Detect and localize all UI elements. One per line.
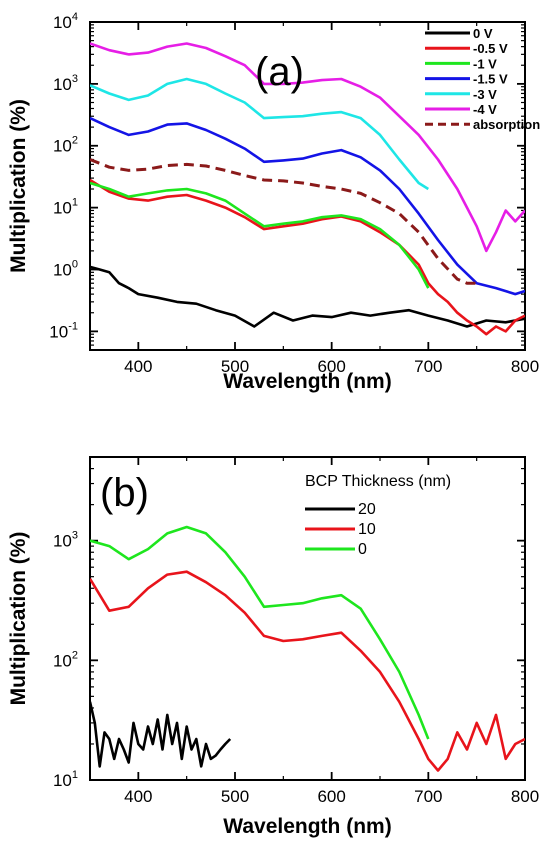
x-tick-label: 700 [414, 357, 442, 376]
x-tick-label: 800 [511, 357, 539, 376]
x-axis-label: Wavelength (nm) [223, 370, 391, 393]
x-tick-label: 700 [414, 787, 442, 806]
panel-label: (a) [255, 50, 304, 94]
panel-label: (b) [100, 471, 149, 515]
x-tick-label: 500 [221, 357, 249, 376]
legend-label-4: -3 V [473, 87, 497, 102]
y-tick-exponent: -1 [68, 320, 78, 332]
y-tick-exponent: 3 [72, 530, 78, 542]
y-tick-exponent: 2 [72, 649, 78, 661]
series-line-2 [90, 525, 430, 740]
series-line-5 [90, 42, 525, 253]
x-tick-label: 400 [124, 787, 152, 806]
x-tick-label: 600 [317, 787, 345, 806]
plot-frame [89, 21, 526, 351]
x-axis-label: Wavelength (nm) [223, 815, 391, 838]
legend-label-3: -1.5 V [473, 72, 508, 87]
legend-label-5: -4 V [473, 102, 497, 117]
series-line-0 [90, 701, 232, 768]
y-tick-exponent: 3 [72, 73, 78, 85]
y-tick-label: 101 [53, 197, 78, 218]
series-line-1 [90, 570, 525, 772]
y-tick-label: 100 [53, 258, 78, 279]
y-tick-exponent: 2 [72, 135, 78, 147]
y-tick-label: 102 [53, 649, 78, 670]
y-axis-label: Multiplication (%) [7, 532, 30, 706]
legend-title: BCP Thickness (nm) [305, 473, 451, 490]
y-tick-base: 10 [53, 13, 72, 32]
y-tick-label: 102 [53, 135, 78, 156]
y-axis-label: Multiplication (%) [7, 99, 30, 273]
x-tick-label: 600 [317, 357, 345, 376]
legend-label-0: 0 V [473, 26, 493, 41]
series-line-4 [90, 77, 429, 191]
y-tick-exponent: 0 [72, 258, 78, 270]
series-line-1 [90, 178, 525, 336]
series-line-0 [90, 265, 525, 328]
x-tick-label: 800 [511, 787, 539, 806]
y-tick-base: 10 [53, 260, 72, 279]
x-tick-label: 500 [221, 787, 249, 806]
series-line-6 [90, 158, 477, 285]
y-tick-base: 10 [49, 322, 68, 341]
y-tick-base: 10 [53, 651, 72, 670]
y-tick-base: 10 [53, 532, 72, 551]
x-tick-label: 400 [124, 357, 152, 376]
y-tick-label: 101 [53, 769, 78, 790]
legend-label-6: absorption [473, 117, 540, 132]
y-tick-exponent: 1 [72, 197, 78, 209]
y-tick-base: 10 [53, 199, 72, 218]
y-tick-label: 104 [53, 11, 78, 32]
legend-label-2: 0 [358, 541, 367, 558]
y-tick-base: 10 [53, 75, 72, 94]
y-tick-label: 103 [53, 530, 78, 551]
series-line-3 [90, 116, 525, 296]
y-tick-base: 10 [53, 137, 72, 156]
y-tick-exponent: 1 [72, 769, 78, 781]
y-tick-base: 10 [53, 771, 72, 790]
legend-label-2: -1 V [473, 56, 497, 71]
y-tick-exponent: 4 [72, 11, 78, 23]
legend-label-0: 20 [358, 501, 376, 518]
plot-frame [89, 456, 526, 781]
y-tick-label: 103 [53, 73, 78, 94]
series-line-2 [90, 181, 430, 289]
legend-label-1: 10 [358, 521, 376, 538]
legend-label-1: -0.5 V [473, 41, 508, 56]
y-tick-label: 10-1 [49, 320, 78, 341]
